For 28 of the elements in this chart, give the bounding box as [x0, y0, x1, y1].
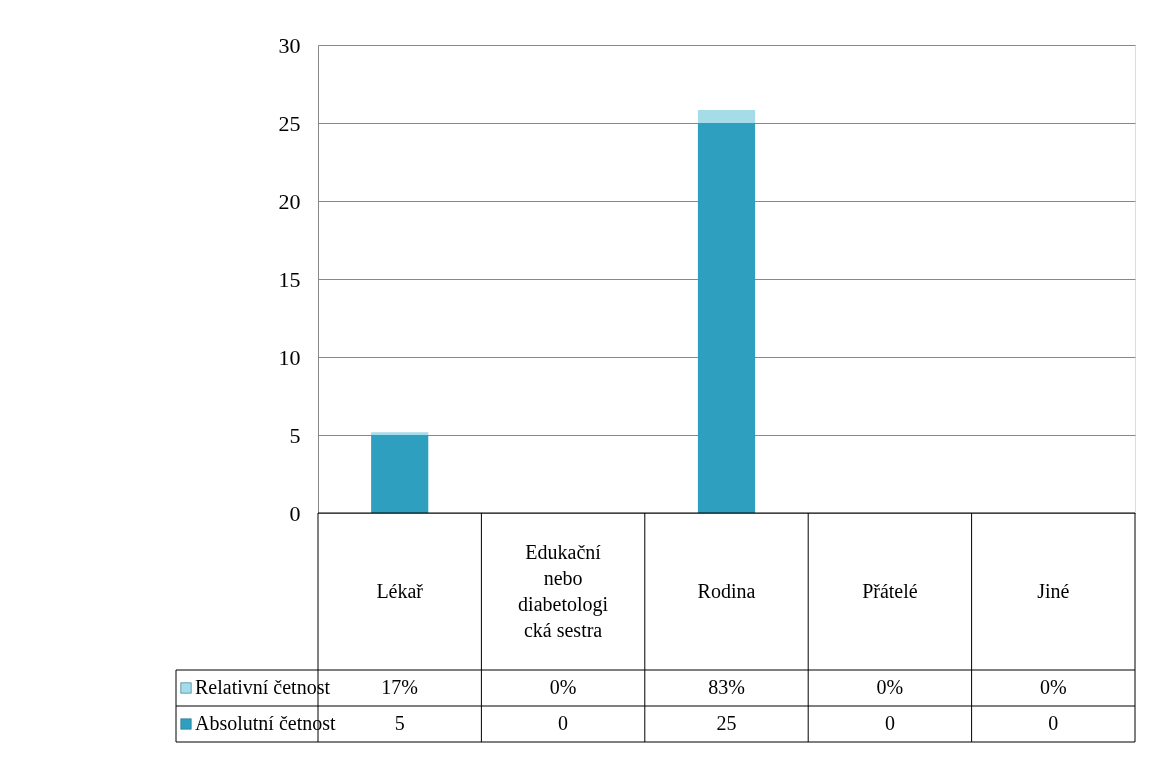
- legend-label: Relativní četnost: [195, 676, 331, 698]
- y-tick-label: 25: [278, 110, 301, 136]
- bar: [371, 435, 429, 513]
- y-tick-label: 0: [289, 500, 301, 526]
- data-label: 0: [558, 712, 569, 734]
- bar: [697, 110, 756, 123]
- bar: [697, 123, 756, 513]
- data-label: 0%: [1039, 676, 1067, 698]
- x-tick-label: Edukační nebo diabetologická sestra: [518, 540, 609, 641]
- y-tick-label: 20: [278, 188, 301, 214]
- y-tick-label: 30: [278, 32, 301, 58]
- y-tick-label: 5: [289, 422, 301, 448]
- bar: [371, 432, 429, 435]
- data-label: 0%: [549, 676, 577, 698]
- data-label: 0%: [876, 676, 904, 698]
- data-label: 0: [1048, 712, 1059, 734]
- x-tick-label: Přátelé: [862, 579, 918, 602]
- x-tick-label: Jiné: [1037, 579, 1070, 602]
- data-label: 25: [716, 712, 737, 734]
- x-tick-label: Lékař: [376, 579, 424, 602]
- y-tick-label: 15: [278, 266, 301, 292]
- data-label: 0: [884, 712, 895, 734]
- data-label: 17%: [381, 676, 419, 698]
- data-label: 83%: [708, 676, 745, 698]
- x-tick-label: Rodina: [697, 579, 756, 602]
- data-label: 5: [394, 712, 405, 734]
- y-tick-label: 10: [278, 344, 301, 370]
- legend-label: Absolutní četnost: [195, 712, 336, 734]
